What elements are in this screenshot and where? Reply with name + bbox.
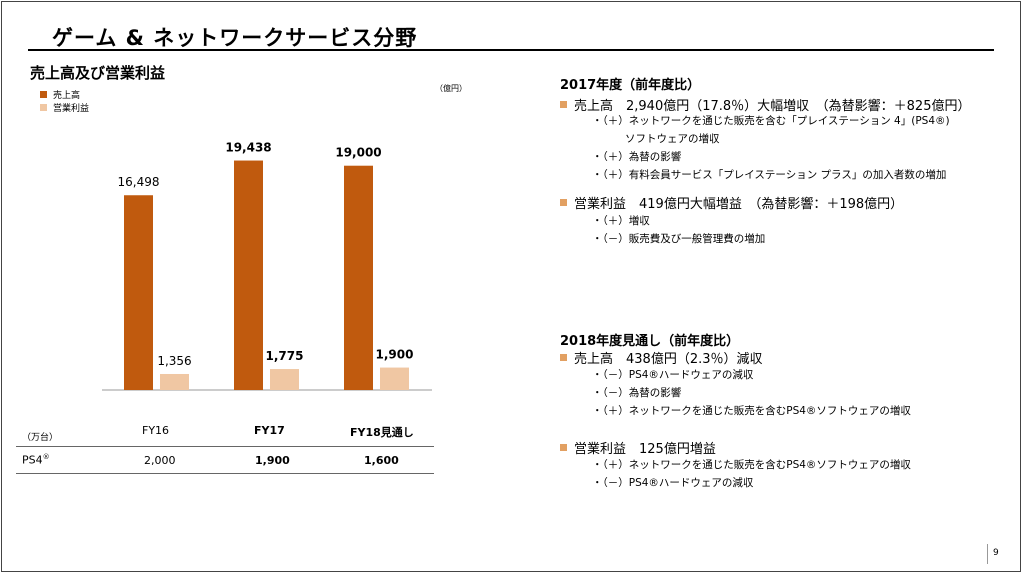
s2-profit-sub: ・（＋）ネットワークを通じた販売を含むPS4®ソフトウェアの増収 [592,459,911,471]
chart-unit: （億円） [435,84,467,93]
profit-data-label: 1,775 [266,349,304,363]
page-number-divider [987,544,988,564]
table-header-fy16: FY16 [142,424,170,437]
s1-sales-sub: ソフトウェアの増収 [625,133,720,145]
s1-sales-sub: ・（＋）為替の影響 [592,151,682,163]
legend-swatch-profit [40,104,47,111]
legend-swatch-sales [40,91,47,98]
s2-sales-sub: ・（－）為替の影響 [592,387,682,399]
page-number: 9 [993,548,999,558]
sales-bar [124,195,153,390]
sales-data-label: 19,438 [225,141,271,155]
legend-item-sales: 売上高 [40,88,80,101]
section-2017-heading: 2017年度（前年度比） [560,78,701,93]
section-2018-heading: 2018年度見通し（前年度比） [560,334,740,349]
s2-profit-sub: ・（－）PS4®ハードウェアの減収 [592,477,754,489]
legend-label-sales: 売上高 [53,91,81,101]
table-row-label: PS4® [22,453,50,467]
s1-sales-bullet: 売上高 2,940億円（17.8％）大幅増収 （為替影響：＋825億円） [560,95,970,114]
table-cell-fy18: 1,600 [364,454,399,467]
table-header-fy17: FY17 [254,424,285,437]
s1-profit-bullet: 営業利益 419億円大幅増益 （為替影響：＋198億円） [560,193,903,212]
profit-data-label: 1,356 [157,354,191,368]
s1-sales-sub: ・（＋）ネットワークを通じた販売を含む「プレイステーション 4」(PS4®) [592,115,950,127]
sales-data-label: 19,000 [335,146,381,160]
chart-subtitle: 売上高及び営業利益 [30,64,166,82]
sales-data-label: 16,498 [118,175,160,189]
profit-bar [160,373,189,390]
profit-data-label: 1,900 [376,348,414,362]
bullet-square [560,444,567,451]
sales-bar [344,165,373,390]
table-cell-fy17: 1,900 [255,454,290,467]
s2-sales-sub: ・（－）PS4®ハードウェアの減収 [592,369,754,381]
legend-item-profit: 営業利益 [40,101,89,114]
bullet-square [560,354,567,361]
title-divider [28,49,994,51]
s1-profit-sub: ・（＋）増収 [592,215,650,227]
page-title: ゲーム & ネットワークサービス分野 [52,26,418,50]
s2-sales-bullet: 売上高 438億円（2.3％）減収 [560,348,763,367]
s1-sales-sub: ・（＋）有料会員サービス「プレイステーション プラス」の加入者数の増加 [592,169,947,181]
profit-bar [270,369,299,390]
table-header-fy18: FY18見通し [350,426,414,439]
table-rule-bottom [16,473,434,474]
bullet-square [560,199,567,206]
s2-sales-sub: ・（＋）ネットワークを通じた販売を含むPS4®ソフトウェアの増収 [592,405,911,417]
s2-profit-bullet: 営業利益 125億円増益 [560,438,716,457]
legend-label-profit: 営業利益 [53,104,90,114]
bullet-square [560,101,567,108]
table-unit: （万台） [22,433,59,443]
table-rule-top [16,446,434,447]
table-cell-fy16: 2,000 [144,454,176,467]
s1-profit-sub: ・（－）販売費及び一般管理費の増加 [592,233,766,245]
profit-bar [380,367,409,390]
sales-bar [234,160,263,390]
